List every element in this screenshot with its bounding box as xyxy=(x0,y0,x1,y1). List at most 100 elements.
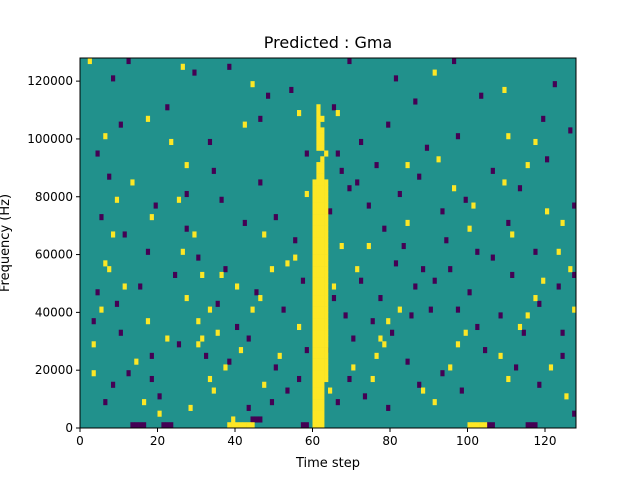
heatmap-cell-high xyxy=(405,162,410,169)
heatmap-cell-high xyxy=(293,254,298,261)
heatmap-cell-high xyxy=(479,422,484,429)
heatmap-cell-high xyxy=(316,347,321,354)
heatmap-cell-high xyxy=(517,323,523,331)
heatmap-cell-high xyxy=(312,202,317,209)
heatmap-cell-high xyxy=(533,138,538,146)
heatmap-cell-low xyxy=(246,404,251,411)
heatmap-cell-high xyxy=(324,248,329,255)
heatmap-cell-low xyxy=(258,416,263,423)
heatmap-cell-low xyxy=(118,329,123,336)
heatmap-cell-low xyxy=(525,422,530,429)
heatmap-cell-high xyxy=(320,243,325,250)
heatmap-cell-high xyxy=(324,243,329,250)
heatmap-cell-high xyxy=(231,416,236,423)
heatmap-cell-low xyxy=(269,399,275,406)
heatmap-cell-low xyxy=(417,381,422,388)
heatmap-cell-high xyxy=(215,329,220,336)
heatmap-cell-high xyxy=(320,271,325,278)
heatmap-cell-low xyxy=(215,300,220,307)
heatmap-cell-low xyxy=(448,266,453,273)
y-axis: 0 20000 40000 60000 80000 100000 120000 xyxy=(27,74,80,435)
heatmap-cell-high xyxy=(320,289,325,296)
heatmap-cell-low xyxy=(328,208,333,215)
heatmap-cell-high xyxy=(312,179,317,186)
heatmap-cell-high xyxy=(200,271,205,278)
heatmap-cell-low xyxy=(413,283,418,290)
heatmap-cell-high xyxy=(324,196,329,203)
heatmap-cell-high xyxy=(297,323,302,331)
heatmap-cell-high xyxy=(498,352,503,359)
heatmap-cell-high xyxy=(316,410,321,417)
heatmap-cell-high xyxy=(316,115,321,122)
heatmap-cell-high xyxy=(320,399,325,406)
heatmap-cell-high xyxy=(312,190,317,198)
heatmap-cell-high xyxy=(316,179,321,186)
heatmap-cell-high xyxy=(572,306,577,313)
heatmap-cell-low xyxy=(304,422,309,429)
heatmap-cell-high xyxy=(324,335,329,342)
heatmap-cell-high xyxy=(320,375,325,383)
heatmap-cell-high xyxy=(324,214,329,221)
heatmap-cell-low xyxy=(444,237,449,244)
heatmap-cell-high xyxy=(316,271,321,278)
heatmap-cell-low xyxy=(397,190,402,198)
heatmap-cell-high xyxy=(176,196,182,203)
heatmap-cell-high xyxy=(196,341,201,348)
heatmap-cell-low xyxy=(498,312,503,319)
heatmap-cell-high xyxy=(316,219,321,226)
heatmap-cell-high xyxy=(386,318,391,325)
heatmap-cell-low xyxy=(176,341,182,348)
heatmap-cell-high xyxy=(564,393,569,400)
heatmap-cell-low xyxy=(142,422,147,429)
heatmap-cell-high xyxy=(471,202,476,209)
heatmap-cell-low xyxy=(517,185,523,192)
heatmap-cell-high xyxy=(467,225,472,232)
heatmap-cell-low xyxy=(219,196,224,203)
heatmap-cell-high xyxy=(316,387,321,394)
heatmap-cell-low xyxy=(560,329,565,336)
heatmap-cell-high xyxy=(351,364,356,371)
heatmap-cell-low xyxy=(300,277,306,284)
heatmap-cell-low xyxy=(335,399,340,406)
heatmap-cell-low xyxy=(258,115,263,122)
heatmap-cell-high xyxy=(541,277,546,284)
heatmap-cell-low xyxy=(417,173,422,180)
heatmap-cell-low xyxy=(343,312,348,319)
heatmap-cell-low xyxy=(455,133,461,140)
x-axis: 0 20 40 60 80 100 120 xyxy=(76,428,556,448)
heatmap-cell-high xyxy=(312,375,317,383)
heatmap-cell-high xyxy=(324,202,329,209)
heatmap-cell-high xyxy=(238,422,244,429)
heatmap-cell-low xyxy=(95,289,100,296)
heatmap-cell-high xyxy=(320,393,325,400)
heatmap-cell-high xyxy=(312,196,317,203)
heatmap-cell-high xyxy=(320,295,325,302)
heatmap-cell-high xyxy=(324,375,329,383)
heatmap-cell-high xyxy=(324,300,329,307)
heatmap-cell-high xyxy=(320,341,325,348)
heatmap-cell-high xyxy=(312,341,317,348)
heatmap-cell-high xyxy=(184,295,189,302)
heatmap-cell-high xyxy=(324,219,329,226)
heatmap-cell-low xyxy=(149,352,154,359)
heatmap-cell-high xyxy=(169,138,174,146)
heatmap-cell-low xyxy=(521,329,526,336)
heatmap-cell-high xyxy=(483,422,488,429)
heatmap-cell-high xyxy=(320,115,325,122)
heatmap-cell-high xyxy=(324,283,329,290)
heatmap-cell-high xyxy=(258,295,263,302)
heatmap-cell-low xyxy=(452,58,457,65)
heatmap-cell-low xyxy=(246,335,251,342)
heatmap-cell-high xyxy=(320,231,325,238)
x-tick-label: 80 xyxy=(382,434,397,448)
y-tick-label: 80000 xyxy=(35,190,73,204)
heatmap-cell-low xyxy=(130,422,135,429)
heatmap-cell-high xyxy=(312,318,317,325)
heatmap-cell-high xyxy=(277,352,282,359)
heatmap-cell-high xyxy=(312,260,317,267)
heatmap-cell-high xyxy=(316,254,321,261)
heatmap-cell-low xyxy=(95,150,100,157)
heatmap-cell-high xyxy=(304,190,309,198)
heatmap-cell-high xyxy=(192,231,197,238)
heatmap-cell-high xyxy=(324,254,329,261)
